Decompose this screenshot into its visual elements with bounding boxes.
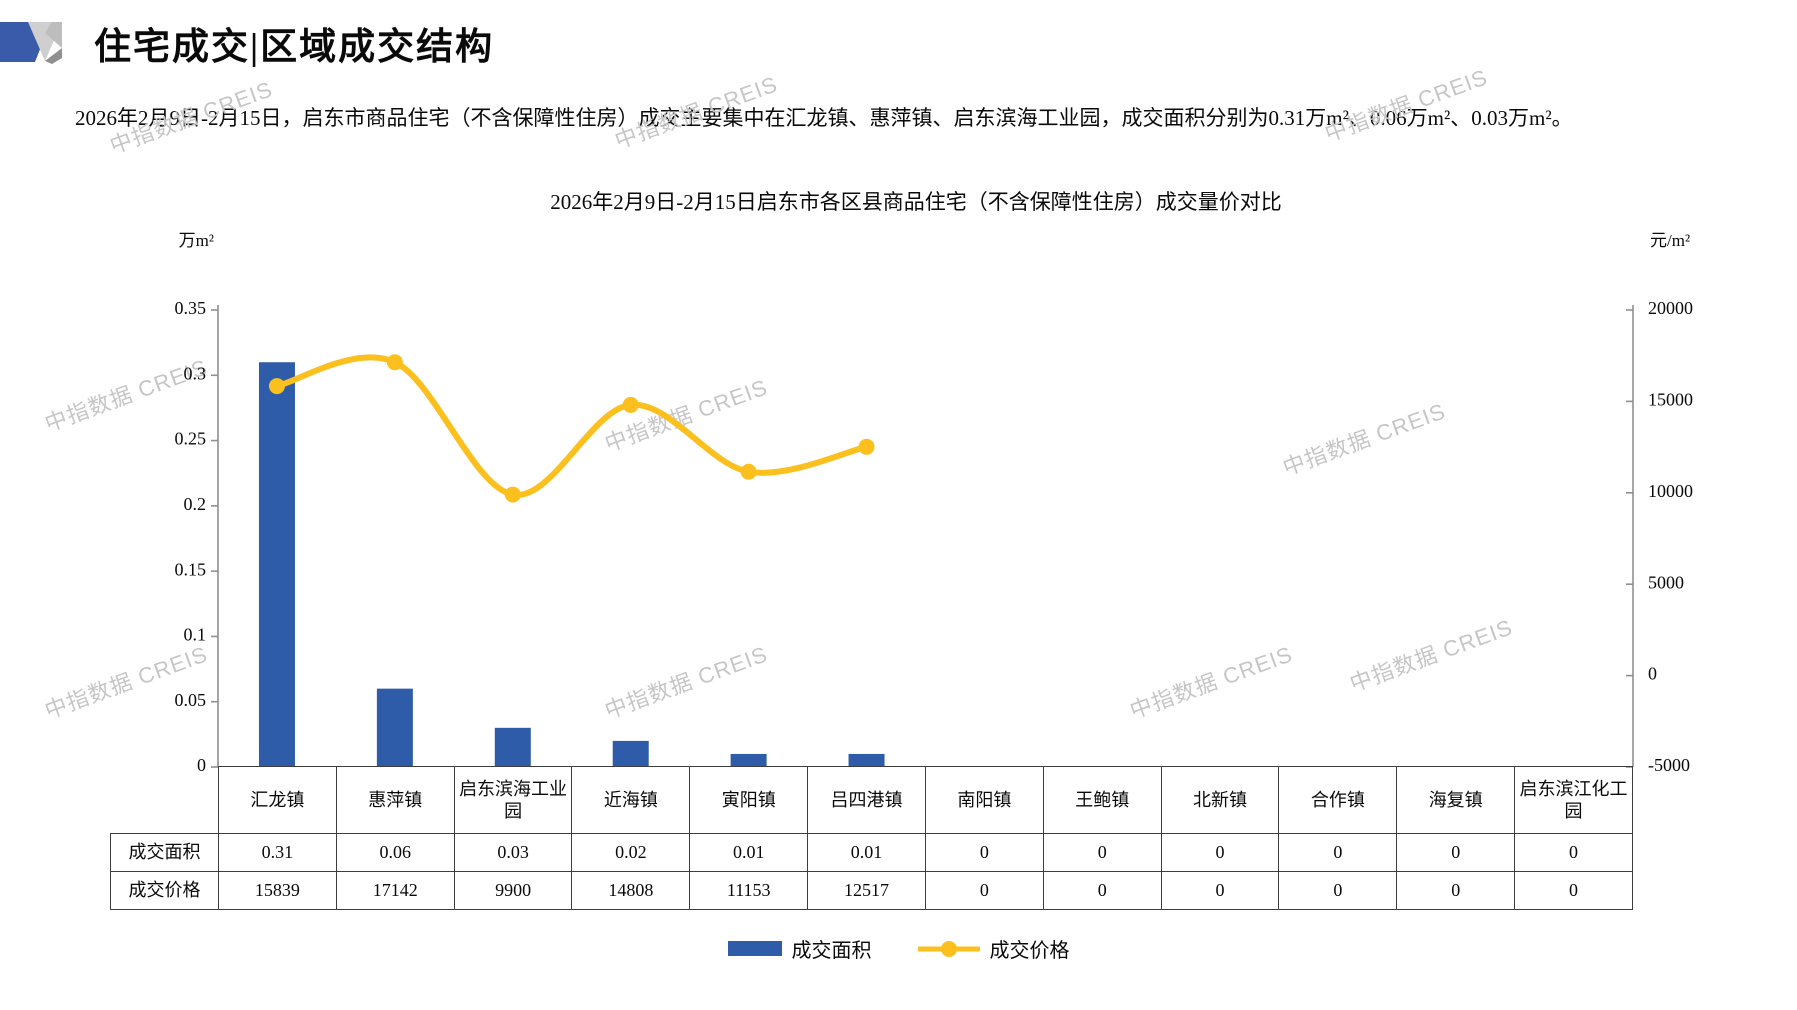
table-header-cell: 近海镇 [571,766,691,834]
right-axis-unit: 元/m² [1650,231,1690,250]
header: 住宅成交|区域成交结构 [0,12,1797,68]
table-header-cell: 北新镇 [1160,766,1280,834]
price-line [273,354,870,498]
table-value-cell: 0.02 [571,833,691,872]
table-header-cell: 南阳镇 [924,766,1044,834]
table-value-cell: 0 [1514,871,1633,910]
table-value-cell: 0.01 [807,833,926,872]
table-value-cell: 0.06 [335,833,455,872]
right-axis-tick-label: 5000 [1648,572,1684,592]
table-value-cell: 0 [1514,833,1633,872]
line-swatch-icon [917,940,980,957]
table-value-cell: 0 [1396,871,1516,910]
legend-item-area: 成交面积 [727,934,872,963]
summary-paragraph: 2026年2月9日-2月15日，启东市商品住宅（不含保障性住房）成交主要集中在汇… [75,106,1573,130]
right-axis-tick-label: 10000 [1648,481,1693,501]
left-axis-tick-label: 0.15 [175,559,207,579]
table-header-cell: 惠萍镇 [335,766,455,834]
table-value-cell: 0 [1160,871,1280,910]
bar-寅阳镇 [730,753,767,767]
table-header-cell: 寅阳镇 [689,766,809,834]
left-axis-tick-label: 0.35 [175,298,207,318]
price-line-marker [504,486,521,503]
table-value-cell: 14808 [571,871,691,910]
table-header-cell: 海复镇 [1396,766,1516,834]
table-value-cell: 0.03 [453,833,573,872]
table-value-cell: 0 [1396,833,1516,872]
creis-logo-icon [0,22,62,64]
table-value-cell: 17142 [335,871,455,910]
bar-惠萍镇 [376,688,413,767]
left-axis-tick-label: 0.05 [175,690,207,710]
left-axis-tick-label: 0 [197,755,206,775]
chart-title: 2026年2月9日-2月15日启东市各区县商品住宅（不含保障性住房）成交量价对比 [550,190,1282,214]
page-title: 住宅成交|区域成交结构 [94,27,495,68]
table-value-cell: 0 [1042,871,1162,910]
table-header-cell: 王鲍镇 [1042,766,1162,834]
table-value-cell: 15839 [218,871,337,910]
right-axis-tick-label: 0 [1648,664,1657,684]
table-row: 成交价格 15839 17142 9900 14808 11153 12517 0 0 0 0 0 0 [110,871,1633,910]
chart-legend: 成交面积 成交价格 [0,934,1797,963]
table-value-cell: 11153 [689,871,809,910]
table-value-cell: 0 [1160,833,1280,872]
table-value-cell: 0 [1278,833,1398,872]
left-axis-tick-label: 0.2 [184,494,207,514]
left-axis-tick-label: 0.1 [184,625,207,645]
table-header-cell: 合作镇 [1278,766,1398,834]
price-line-marker [386,354,403,371]
row-label-cell: 成交价格 [110,871,219,910]
table-header-cell: 启东滨江化工园 [1514,766,1633,834]
table-header-cell: 启东滨海工业园 [453,766,573,834]
table-value-cell: 0.01 [689,833,809,872]
price-line-marker [268,378,285,395]
table-value-cell: 12517 [807,871,926,910]
table-value-cell: 0 [924,833,1044,872]
price-line-marker [858,438,875,455]
right-axis-tick-label: 15000 [1648,390,1693,410]
table-header-cell: 吕四港镇 [807,766,926,834]
table-row: 成交面积 0.31 0.06 0.03 0.02 0.01 0.01 0 0 0 0 0 0 [110,833,1633,872]
data-table: 汇龙镇 惠萍镇 启东滨海工业园 近海镇 寅阳镇 吕四港镇 南阳镇 王鲍镇 北新镇 合作镇 海复镇 启东… [110,766,1633,910]
bar-汇龙镇 [258,362,295,767]
price-line-marker [740,463,757,480]
table-value-cell: 0.31 [218,833,337,872]
table-value-cell: 9900 [453,871,573,910]
left-axis-tick-label: 0.25 [175,429,207,449]
table-header-cell: 汇龙镇 [218,766,337,834]
legend-label: 成交价格 [989,940,1070,962]
legend-label: 成交面积 [791,940,872,962]
right-axis-tick-label: -5000 [1648,755,1690,775]
row-label-cell: 成交面积 [110,833,219,872]
price-line-marker [622,396,639,413]
bar-近海镇 [612,740,649,767]
right-axis-tick-label: 20000 [1648,298,1693,318]
table-value-cell: 0 [1042,833,1162,872]
bar-吕四港镇 [848,753,885,767]
table-value-cell: 0 [1278,871,1398,910]
legend-item-price: 成交价格 [917,934,1070,963]
left-axis-unit: 万m² [179,231,214,250]
bar-启东滨海工业园 [494,727,531,767]
left-axis-tick-label: 0.3 [184,363,207,383]
table-corner-blank [110,766,219,834]
bar-swatch-icon [727,941,782,956]
table-value-cell: 0 [924,871,1044,910]
